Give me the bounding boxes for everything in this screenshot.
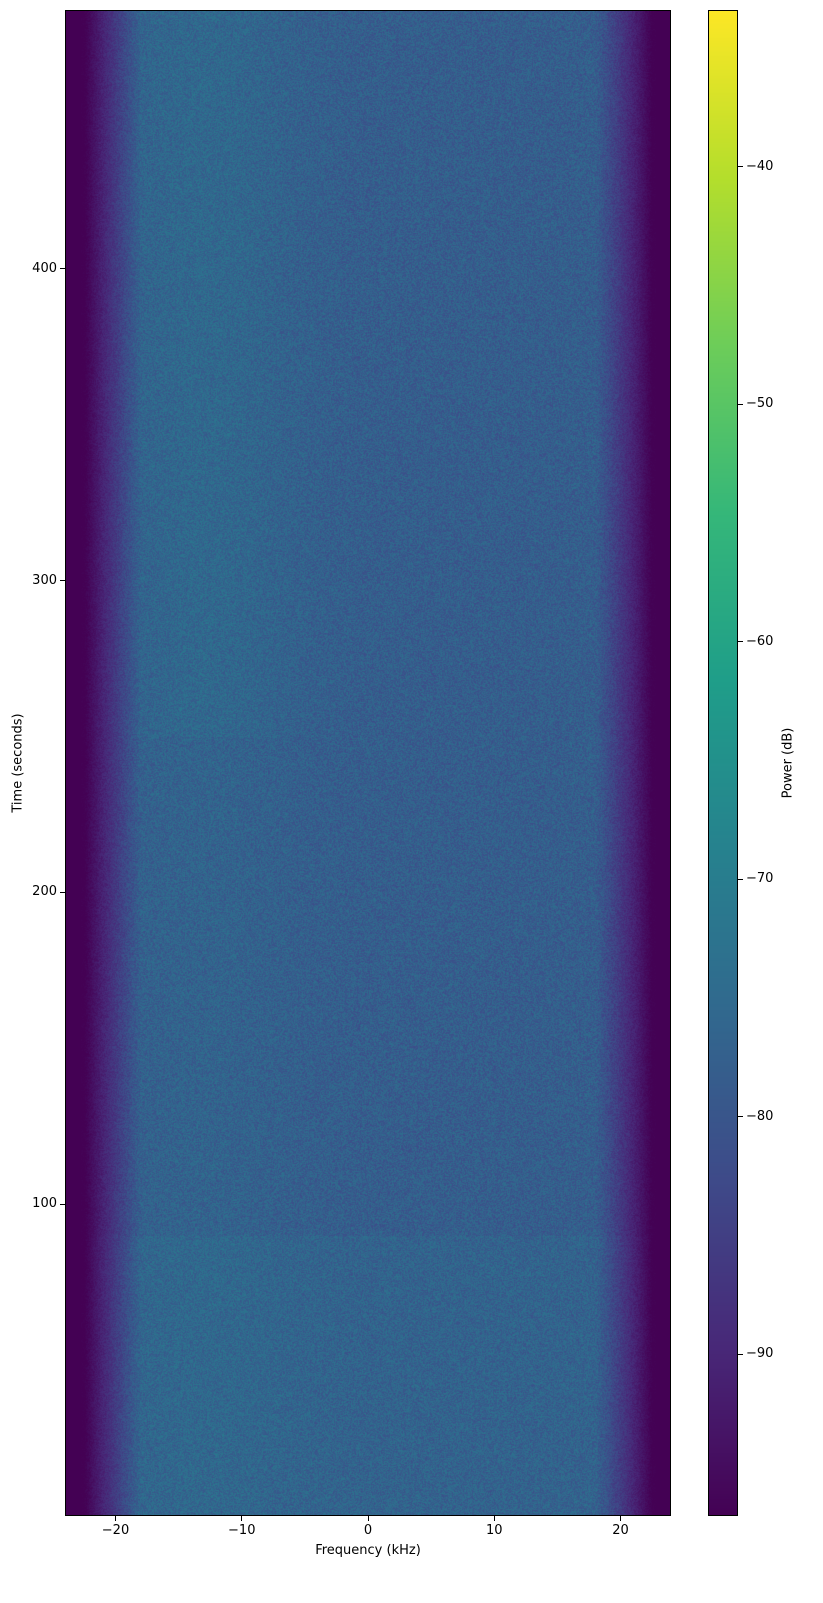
x-tick-label: −10: [228, 1523, 256, 1538]
x-tick: [241, 1516, 243, 1521]
x-tick-label: −20: [101, 1523, 130, 1538]
colorbar-tick-label: −90: [746, 1346, 774, 1362]
colorbar-tick-label: −60: [746, 633, 774, 649]
x-tick-label: 20: [612, 1523, 629, 1538]
x-tick: [620, 1516, 621, 1521]
y-tick-label: 400: [32, 260, 57, 276]
y-tick: [60, 891, 65, 893]
colorbar-tick-label: −70: [746, 871, 774, 887]
colorbar-tick-label: −50: [746, 396, 774, 412]
colorbar-tick: [738, 1353, 743, 1355]
x-tick: [115, 1516, 116, 1521]
colorbar-tick: [738, 403, 743, 405]
spectrogram-plot: [65, 10, 671, 1516]
y-tick: [60, 1203, 65, 1205]
colorbar-tick: [738, 878, 743, 880]
colorbar-tick-label: −80: [746, 1108, 774, 1124]
y-tick: [60, 580, 65, 582]
x-tick-label: 0: [363, 1523, 373, 1538]
y-tick: [60, 268, 65, 270]
colorbar-tick: [738, 641, 743, 643]
colorbar-tick: [738, 1116, 743, 1118]
y-tick-label: 100: [32, 1196, 57, 1212]
colorbar-label: Power (dB): [780, 727, 796, 799]
colorbar-tick: [738, 166, 743, 168]
y-tick-label: 200: [32, 884, 57, 900]
y-tick-label: 300: [32, 572, 57, 588]
y-axis-label: Time (seconds): [10, 713, 26, 813]
spectrogram-heatmap: [65, 10, 671, 1516]
colorbar-tick-label: −40: [746, 158, 774, 174]
x-tick: [367, 1516, 369, 1521]
colorbar-gradient: [708, 10, 738, 1516]
colorbar-frame: [708, 10, 738, 1516]
x-tick: [493, 1516, 495, 1521]
x-tick-label: 10: [485, 1523, 503, 1538]
colorbar: [708, 10, 738, 1516]
plot-frame: [65, 10, 671, 1516]
x-axis-label: Frequency (kHz): [315, 1543, 421, 1558]
